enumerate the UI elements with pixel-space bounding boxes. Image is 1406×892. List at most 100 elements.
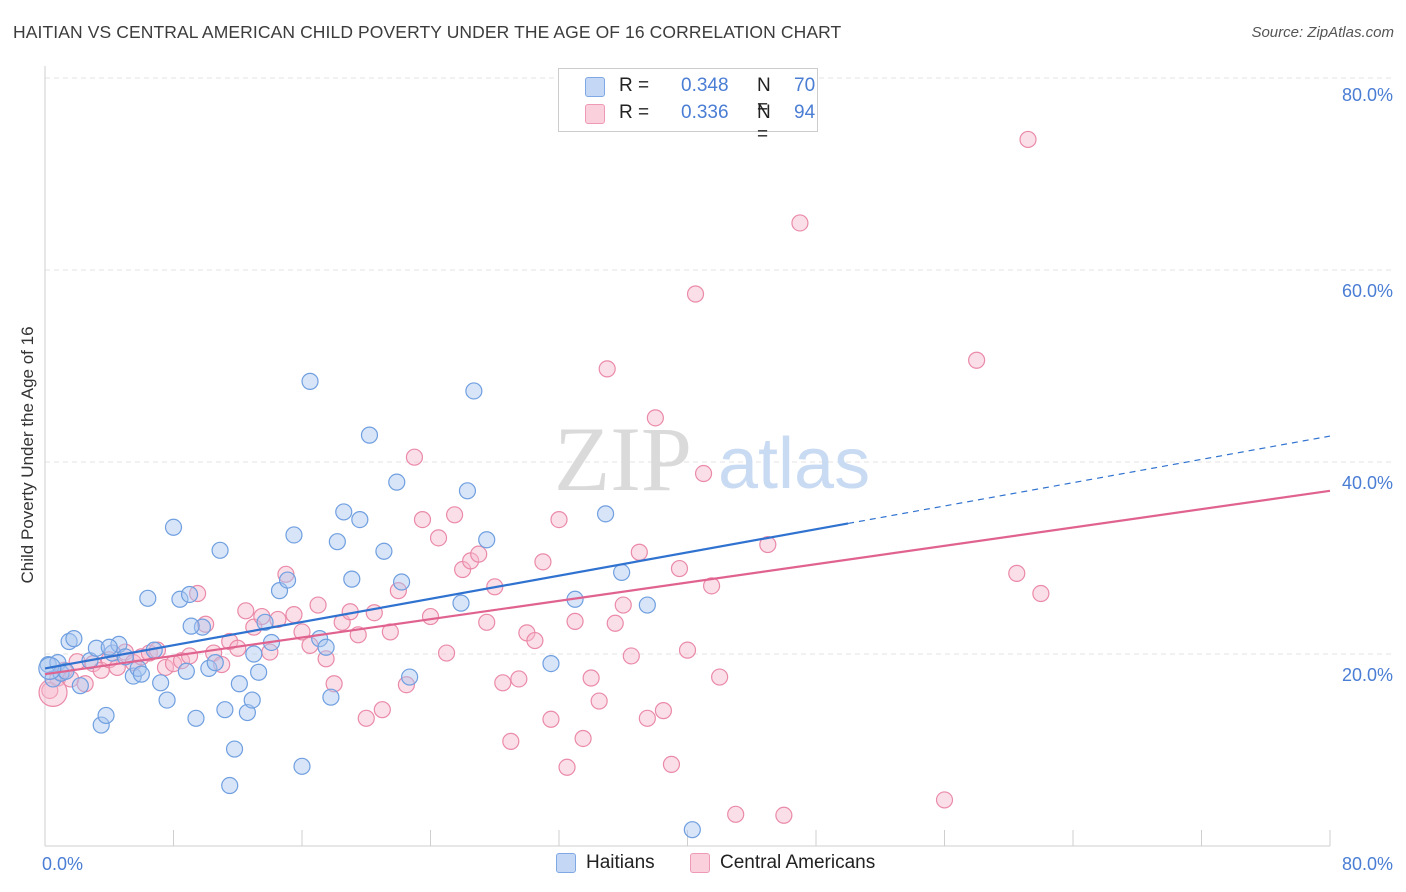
- haitian-point: [164, 518, 183, 536]
- haitian-point: [187, 709, 205, 727]
- haitian-point: [452, 594, 470, 612]
- haitian-point: [392, 573, 411, 591]
- central-american-point: [445, 506, 464, 524]
- central-american-point: [213, 655, 231, 674]
- haitian-point: [596, 505, 615, 523]
- central-american-point: [494, 674, 512, 692]
- central-american-point: [654, 702, 673, 720]
- central-american-point: [325, 675, 343, 693]
- haitian-point: [278, 571, 297, 589]
- haitian-point: [343, 570, 361, 588]
- y-tick-label: 40.0%: [1342, 473, 1393, 493]
- haitian-point: [285, 526, 303, 544]
- central-american-point: [1008, 564, 1026, 582]
- central-americans-trend-line: [44, 489, 1331, 676]
- central-american-point: [478, 613, 496, 631]
- haitian-point: [132, 665, 150, 683]
- central-american-point: [574, 729, 592, 748]
- haitian-point: [200, 659, 218, 678]
- central-american-point: [598, 360, 616, 378]
- watermark-zip: ZIP: [554, 408, 692, 510]
- central-american-point: [702, 577, 721, 595]
- central-american-point: [526, 631, 544, 650]
- central-american-point: [582, 669, 600, 687]
- y-tick-label: 80.0%: [1342, 85, 1393, 105]
- haitian-point: [250, 663, 268, 681]
- central-american-point: [630, 543, 648, 561]
- central-american-point: [1019, 130, 1037, 149]
- central-american-point: [694, 464, 713, 483]
- haitian-point: [401, 668, 419, 686]
- central-american-point: [662, 755, 681, 774]
- central-american-point: [470, 545, 488, 563]
- bottom-haitians-label: Haitians: [586, 852, 655, 873]
- haitian-point: [375, 542, 393, 560]
- haitian-point: [317, 638, 335, 656]
- central-american-point: [558, 758, 576, 776]
- central-american-point: [237, 602, 255, 620]
- central-american-point: [172, 652, 191, 670]
- y-tick-label: 20.0%: [1342, 665, 1393, 685]
- central-american-point: [405, 448, 424, 466]
- central-american-point: [277, 565, 295, 583]
- haitian-point: [465, 382, 483, 400]
- haitian-point: [322, 688, 340, 706]
- watermark-atlas: atlas: [718, 424, 870, 504]
- central-american-point: [197, 615, 215, 633]
- series-central-americans: [38, 130, 1050, 824]
- haitian-point: [388, 473, 406, 491]
- central-american-point: [727, 805, 745, 823]
- haitian-point: [683, 821, 701, 839]
- central-american-point: [1032, 584, 1050, 603]
- central-american-point: [646, 409, 664, 427]
- haitian-point: [230, 675, 248, 693]
- central-n-label: N =: [757, 102, 771, 145]
- central-n-value: 94: [794, 102, 816, 123]
- central-american-point: [711, 668, 729, 686]
- central-american-point: [791, 214, 809, 232]
- central-american-point: [309, 596, 327, 614]
- haitian-point: [158, 691, 176, 709]
- haitian-point: [177, 662, 195, 680]
- central-american-point: [357, 709, 375, 727]
- haitians-n-value: 70: [794, 75, 816, 96]
- central-r-label: R =: [619, 102, 650, 123]
- haitian-point: [613, 563, 631, 582]
- central-american-point: [421, 607, 440, 626]
- haitian-point: [139, 589, 157, 607]
- central-american-point: [590, 692, 608, 710]
- central-american-point: [180, 647, 199, 665]
- haitian-point: [256, 613, 274, 631]
- central-american-point: [285, 606, 303, 624]
- central-american-point: [534, 553, 552, 571]
- haitians-swatch: [585, 77, 605, 97]
- central-american-point: [935, 791, 954, 809]
- haitian-point: [152, 674, 170, 692]
- haitians-n-label: N =: [757, 75, 771, 118]
- haitian-point: [87, 639, 106, 657]
- haitian-point: [92, 716, 110, 734]
- haitian-point: [182, 617, 200, 635]
- y-axis-label: Child Poverty Under the Age of 16: [18, 326, 37, 583]
- y-tick-label: 60.0%: [1342, 281, 1393, 301]
- haitian-point: [243, 691, 261, 709]
- central-american-point: [156, 658, 175, 677]
- central-american-point: [510, 670, 528, 688]
- watermark: ZIP atlas: [554, 408, 870, 510]
- haitian-point: [335, 503, 353, 521]
- central-american-point: [638, 709, 656, 727]
- source-label: Source: ZipAtlas.com: [1251, 24, 1394, 41]
- central-american-point: [622, 647, 640, 665]
- haitian-point: [542, 654, 560, 673]
- x-tick-labels: 0.0% 80.0%: [42, 854, 1393, 874]
- series-haitians: [38, 372, 701, 839]
- haitian-point: [97, 706, 115, 725]
- haitians-r-label: R =: [619, 75, 650, 96]
- chart-title: HAITIAN VS CENTRAL AMERICAN CHILD POVERT…: [13, 22, 842, 42]
- haitians-r-value: 0.348: [681, 75, 729, 96]
- haitian-point: [293, 757, 311, 775]
- haitian-point: [71, 677, 89, 695]
- x-tick-label: 0.0%: [42, 854, 83, 874]
- haitians-trend-line: [44, 522, 849, 670]
